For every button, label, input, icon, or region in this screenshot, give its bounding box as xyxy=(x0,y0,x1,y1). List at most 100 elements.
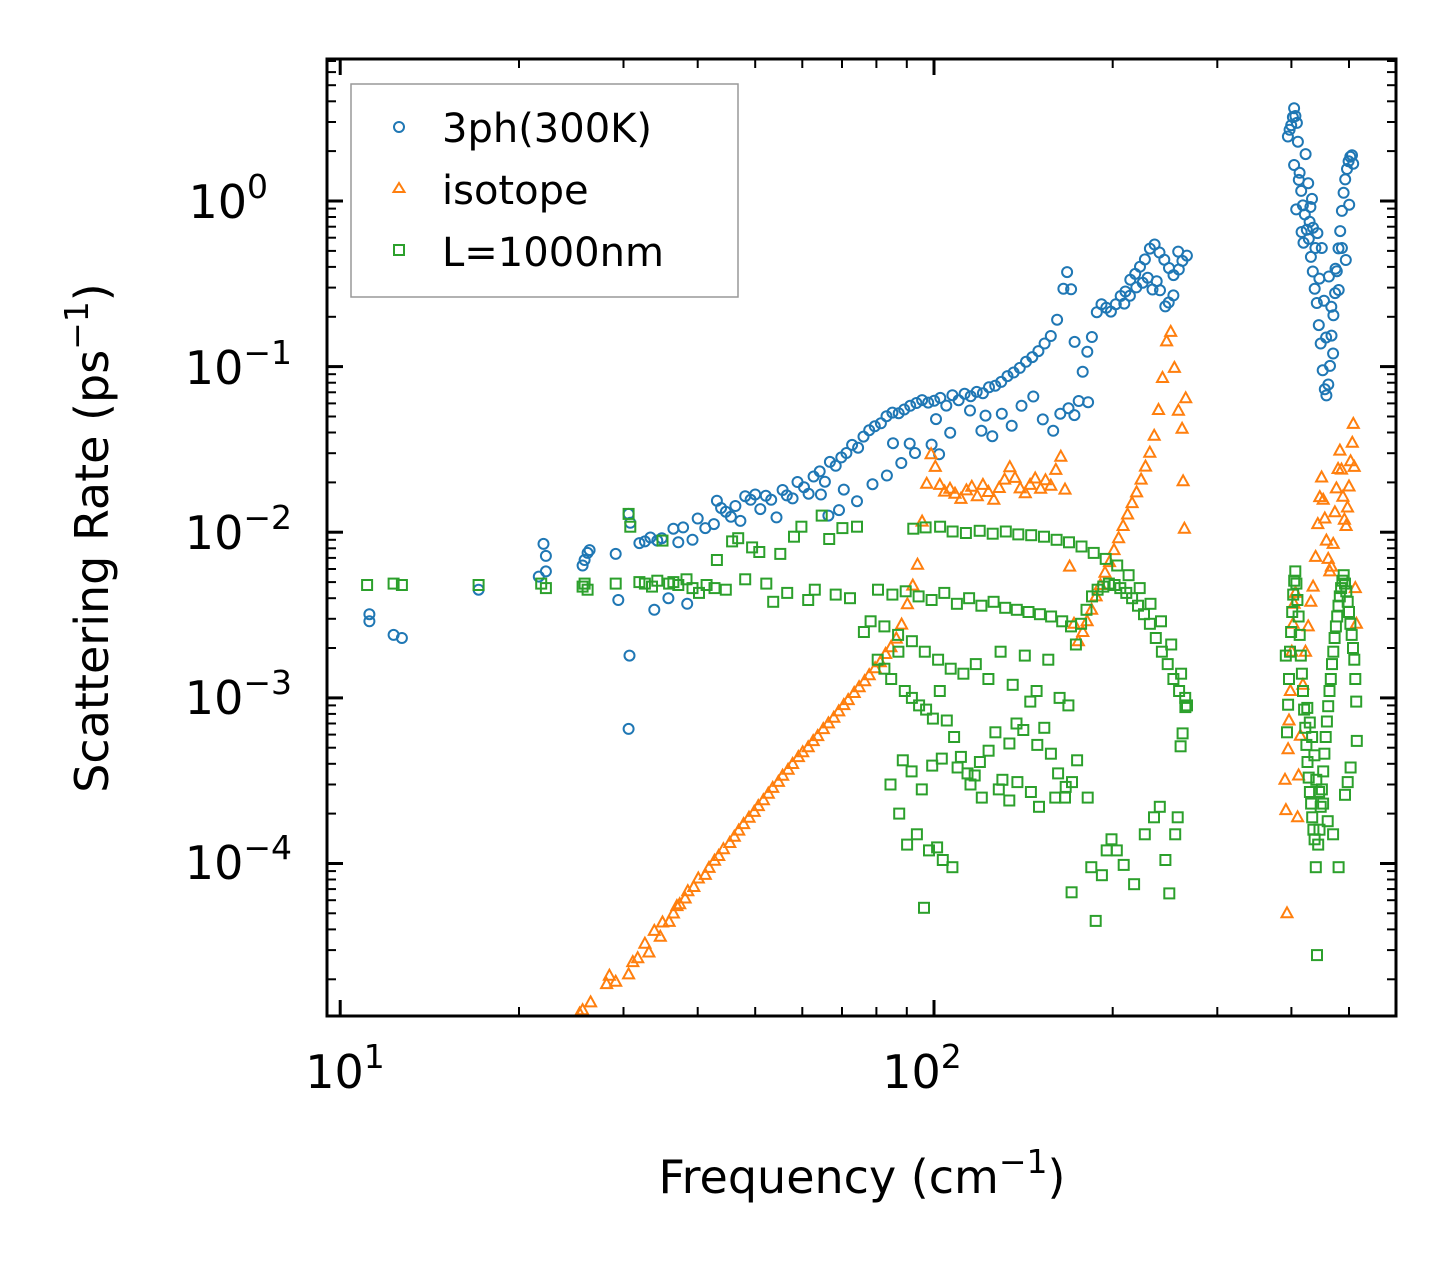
data-point xyxy=(1289,110,1302,122)
data-point xyxy=(1339,254,1352,266)
data-point xyxy=(1309,242,1322,254)
data-point xyxy=(1155,615,1167,628)
data-point xyxy=(925,594,938,606)
data-point xyxy=(1303,716,1316,729)
data-point xyxy=(1042,653,1055,666)
data-point xyxy=(1057,481,1073,495)
data-point xyxy=(731,822,746,836)
data-point xyxy=(1329,287,1342,300)
data-point xyxy=(686,878,701,892)
data-point xyxy=(1346,149,1358,162)
x-tick-label-10: 101 xyxy=(305,1037,385,1099)
data-point xyxy=(946,525,959,538)
data-point xyxy=(1106,542,1122,556)
data-point xyxy=(1310,773,1323,786)
data-point xyxy=(866,478,879,491)
data-point xyxy=(1295,676,1311,690)
data-point xyxy=(973,524,986,537)
data-point xyxy=(1052,767,1065,780)
data-point xyxy=(1306,811,1319,824)
data-point xyxy=(711,847,726,861)
data-point xyxy=(1303,593,1318,607)
data-point xyxy=(997,471,1012,485)
data-point xyxy=(862,667,877,681)
data-point xyxy=(795,520,808,533)
data-point xyxy=(716,841,731,855)
data-point xyxy=(959,482,974,496)
data-point xyxy=(1327,645,1340,658)
data-point xyxy=(1159,333,1174,347)
data-point xyxy=(1159,854,1172,866)
data-point xyxy=(1311,949,1323,962)
data-point xyxy=(992,479,1007,493)
data-point xyxy=(952,394,965,407)
data-point xyxy=(1069,638,1082,651)
data-point xyxy=(1306,265,1319,278)
data-point xyxy=(1327,504,1343,518)
data-point xyxy=(576,559,589,572)
data-point xyxy=(1277,771,1293,785)
data-point xyxy=(944,662,957,675)
data-point xyxy=(975,424,988,437)
data-point xyxy=(602,967,617,981)
data-point xyxy=(1293,628,1306,641)
data-point xyxy=(1314,469,1329,483)
data-point xyxy=(808,583,821,596)
data-point xyxy=(982,744,995,757)
data-point xyxy=(1335,488,1351,502)
data-point xyxy=(1295,226,1308,238)
data-point xyxy=(981,483,996,497)
data-point xyxy=(1340,499,1355,513)
data-point xyxy=(1161,658,1174,671)
data-point xyxy=(815,509,828,522)
data-point xyxy=(732,532,745,545)
data-point xyxy=(1165,638,1178,651)
data-point xyxy=(947,485,963,499)
data-point xyxy=(931,841,944,854)
data-point xyxy=(831,703,846,717)
data-point xyxy=(537,537,550,550)
data-point xyxy=(840,447,853,459)
y-axis-label: Scattering Rate (ps−1) xyxy=(57,283,119,793)
data-point xyxy=(1321,815,1334,828)
data-point xyxy=(770,511,783,524)
data-point xyxy=(1038,721,1051,734)
data-point xyxy=(1142,444,1157,458)
data-point xyxy=(623,649,636,662)
data-point xyxy=(1291,135,1304,148)
data-point xyxy=(970,488,985,502)
y-tick-label-1e-2: 10−2 xyxy=(185,498,292,560)
data-point xyxy=(1015,399,1028,412)
data-point xyxy=(983,381,995,394)
data-point xyxy=(919,475,934,489)
data-point xyxy=(1066,776,1078,789)
data-point xyxy=(841,692,856,706)
series-isotope xyxy=(573,323,1364,1016)
data-point xyxy=(633,537,646,550)
data-point xyxy=(1317,765,1330,778)
data-point xyxy=(1341,478,1357,492)
data-point xyxy=(829,588,842,601)
data-point xyxy=(1323,685,1336,697)
data-point xyxy=(1130,281,1143,294)
data-point xyxy=(1167,359,1182,373)
data-point xyxy=(1178,390,1193,404)
data-point xyxy=(1032,345,1045,358)
data-point xyxy=(1033,800,1045,813)
data-point xyxy=(1335,242,1348,254)
data-point xyxy=(932,653,945,666)
data-point xyxy=(1281,712,1297,726)
data-point xyxy=(884,778,897,791)
data-point xyxy=(624,520,637,533)
data-point xyxy=(1345,628,1358,641)
data-point xyxy=(1022,606,1035,618)
data-point xyxy=(1036,413,1049,426)
data-point xyxy=(1308,749,1321,762)
data-point xyxy=(539,582,552,595)
data-point xyxy=(1068,409,1081,422)
data-point xyxy=(1044,747,1057,760)
data-point xyxy=(922,396,935,409)
legend-box xyxy=(350,83,739,298)
data-point xyxy=(774,547,787,560)
data-point xyxy=(609,547,622,560)
